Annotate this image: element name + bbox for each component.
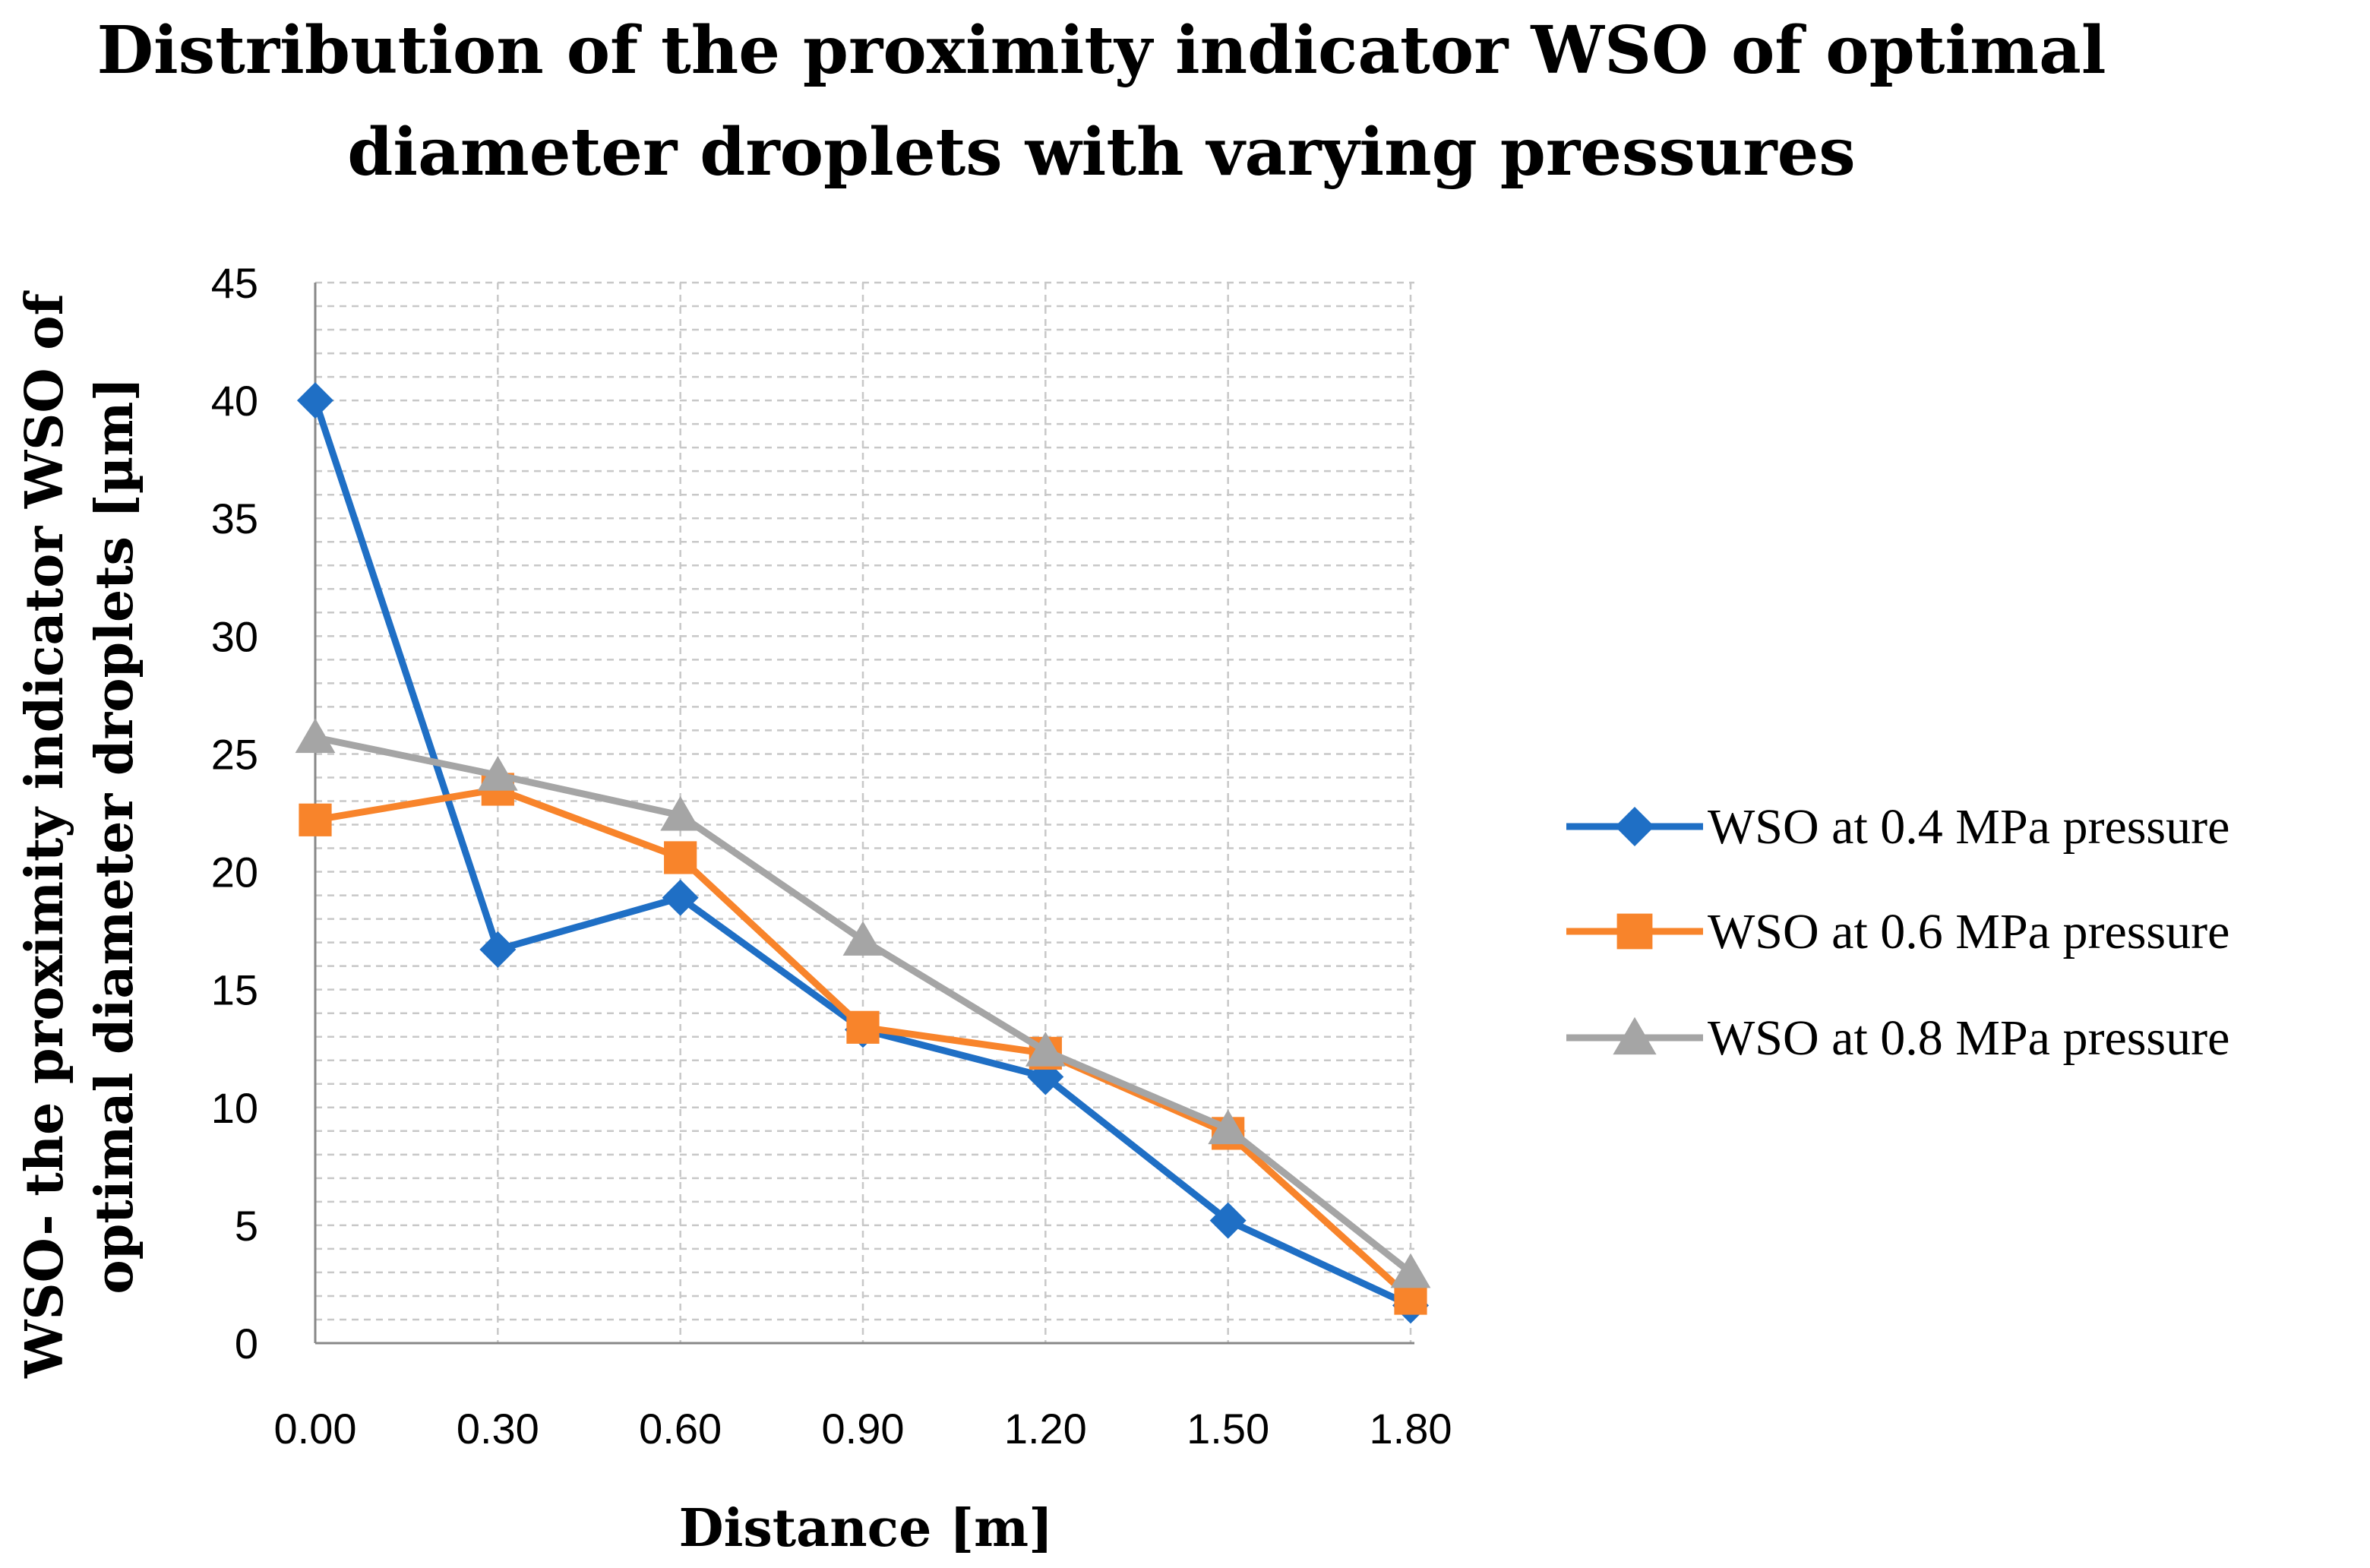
x-tick-label: 1.50 [1187,1405,1269,1453]
x-tick-labels: 0.00 0.30 0.60 0.90 1.20 1.50 1.80 [274,1405,1452,1453]
chart-title-line-2: diameter droplets with varying pressures [347,114,1855,191]
series-3 [295,718,1431,1288]
triangle-marker [1613,1016,1657,1055]
y-tick-label: 45 [211,259,258,307]
y-tick-label: 25 [211,730,258,778]
y-axis-title-line-1: WSO- the proximity indicator WSO of [14,290,75,1378]
legend-label: WSO at 0.4 MPa pressure [1708,799,2229,855]
square-marker [664,841,697,874]
diamond-marker [1615,807,1654,846]
y-tick-label: 0 [235,1320,258,1367]
x-tick-label: 1.20 [1004,1405,1087,1453]
y-tick-label: 10 [211,1084,258,1132]
y-tick-label: 35 [211,495,258,542]
x-tick-label: 0.30 [457,1405,539,1453]
triangle-marker [1208,1109,1249,1145]
legend-label: WSO at 0.6 MPa pressure [1708,904,2229,959]
series-line [311,399,1412,1309]
square-marker [846,1010,880,1044]
legend: WSO at 0.4 MPa pressure WSO at 0.6 MPa pr… [1566,799,2229,1066]
y-tick-label: 5 [235,1202,258,1250]
triangle-marker [1390,1253,1431,1288]
diamond-marker [479,931,517,968]
y-tick-label: 20 [211,849,258,896]
x-tick-label: 1.80 [1370,1405,1452,1453]
chart-title: Distribution of the proximity indicator … [96,12,2106,191]
x-tick-label: 0.00 [274,1405,357,1453]
chart-title-line-1: Distribution of the proximity indicator … [96,12,2106,89]
x-axis-title: Distance [m] [679,1498,1054,1559]
legend-item-3: WSO at 0.8 MPa pressure [1566,1010,2229,1066]
triangle-marker [1025,1032,1066,1067]
triangle-marker [842,921,883,956]
series-lines [295,382,1431,1324]
x-tick-label: 0.60 [639,1405,722,1453]
legend-item-2: WSO at 0.6 MPa pressure [1566,904,2229,959]
y-axis-title: WSO- the proximity indicator WSO of opti… [14,290,145,1378]
y-axis-title-line-2: optimal diameter droplets [µm] [84,377,145,1294]
triangle-marker [477,756,518,791]
square-marker [1616,913,1653,950]
y-tick-labels: 0 5 10 15 20 25 30 35 40 45 [211,259,258,1367]
y-tick-label: 30 [211,612,258,660]
square-marker [299,803,332,836]
legend-item-1: WSO at 0.4 MPa pressure [1566,799,2229,855]
axes [314,283,1414,1345]
diamond-marker [1209,1202,1247,1239]
triangle-marker [295,718,336,754]
legend-label: WSO at 0.8 MPa pressure [1708,1010,2229,1066]
gridlines [315,281,1414,1343]
diamond-marker [662,879,699,916]
y-tick-label: 15 [211,966,258,1014]
triangle-marker [660,795,701,831]
x-tick-label: 0.90 [822,1405,905,1453]
y-tick-label: 40 [211,377,258,425]
diamond-marker [297,382,333,419]
